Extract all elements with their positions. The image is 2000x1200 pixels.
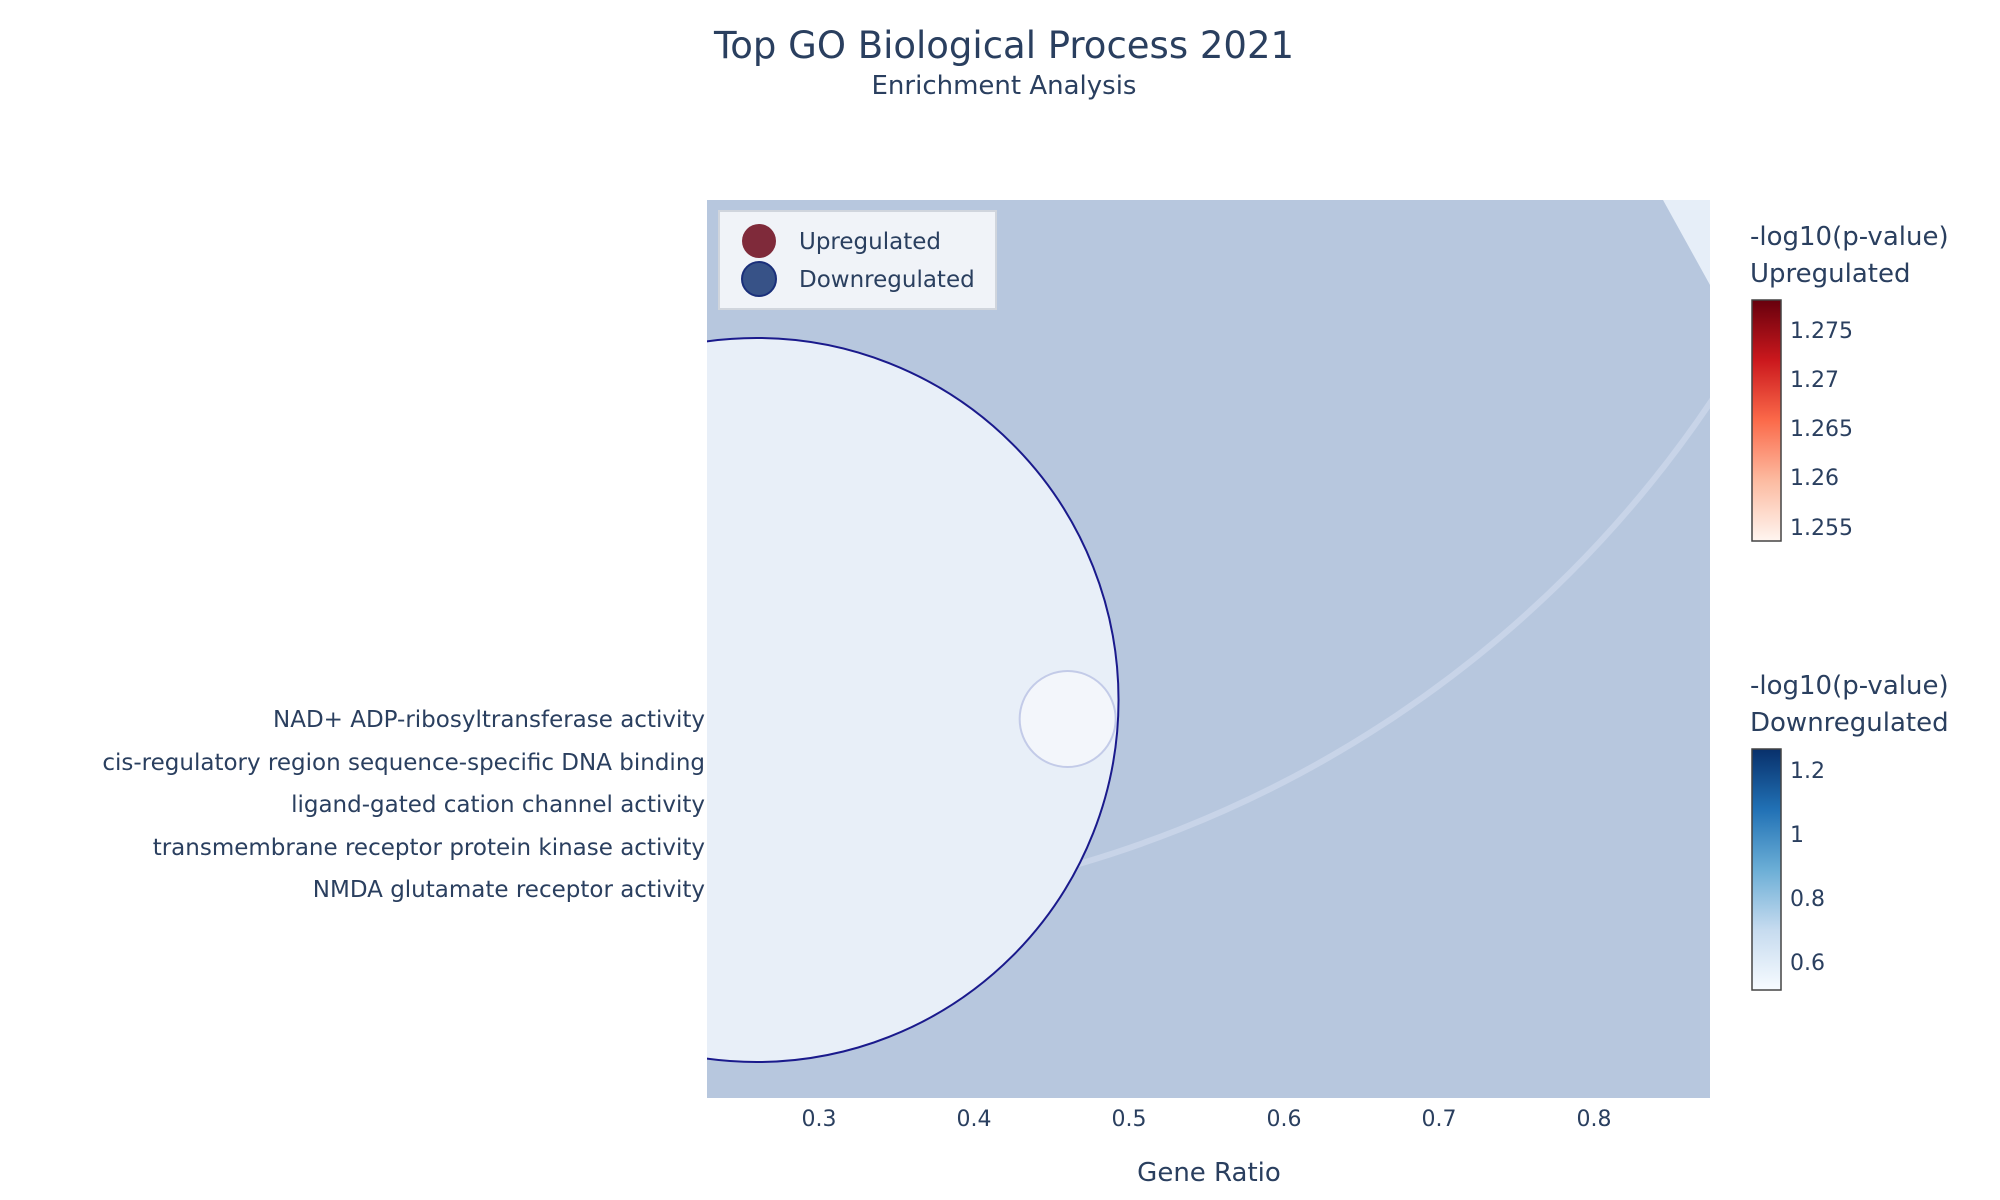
colorbar-title-line1: -log10(p-value) <box>1750 222 1949 252</box>
x-tick-label: 0.5 <box>1112 1107 1147 1132</box>
colorbar-tick: 1.255 <box>1790 516 1853 541</box>
legend-marker-downregulated <box>741 261 777 297</box>
colorbar-tick: 1.265 <box>1790 417 1853 442</box>
chart-subtitle: Enrichment Analysis <box>872 71 1137 101</box>
colorbar-title-line1: -log10(p-value) <box>1750 671 1949 701</box>
category-label: NMDA glutamate receptor activity <box>313 877 705 903</box>
colorbar-title-line2: Downregulated <box>1750 708 1949 738</box>
x-tick-label: 0.8 <box>1577 1107 1612 1132</box>
category-label: transmembrane receptor protein kinase ac… <box>153 835 705 861</box>
colorbar-scale <box>1751 748 1782 991</box>
colorbar-tick: 1.26 <box>1790 466 1839 491</box>
colorbar-tick: 1.27 <box>1790 368 1839 393</box>
category-label: cis-regulatory region sequence-specific … <box>102 750 705 776</box>
category-label: ligand-gated cation channel activity <box>291 792 705 818</box>
colorbar-tick: 1.2 <box>1790 759 1825 784</box>
legend-label-upregulated[interactable]: Upregulated <box>799 229 941 255</box>
colorbar-tick: 0.8 <box>1790 887 1825 912</box>
x-axis-title: Gene Ratio <box>1137 1158 1281 1188</box>
x-tick-label: 0.7 <box>1422 1107 1457 1132</box>
colorbar-downregulated: -log10(p-value) Downregulated 1.2 1 0.8 … <box>1750 671 1949 991</box>
x-axis-ticks: 0.3 0.4 0.5 0.6 0.7 0.8 <box>802 1107 1612 1132</box>
x-tick-label: 0.3 <box>802 1107 837 1132</box>
bubble-downregulated-nad[interactable] <box>1018 670 1117 768</box>
colorbar-tick: 1 <box>1790 823 1804 848</box>
legend-label-downregulated[interactable]: Downregulated <box>799 267 975 293</box>
colorbar-title-line2: Upregulated <box>1750 259 1910 289</box>
colorbar-tick: 1.275 <box>1790 319 1853 344</box>
bubbles <box>395 200 1710 1063</box>
colorbar-scale <box>1751 299 1782 542</box>
colorbar-upregulated: -log10(p-value) Upregulated 1.275 1.27 1… <box>1750 222 1949 542</box>
colorbar-tick: 0.6 <box>1790 951 1825 976</box>
legend-marker-upregulated <box>742 224 776 258</box>
bubble-edge-sliver <box>1663 200 1710 285</box>
x-tick-label: 0.6 <box>1267 1107 1302 1132</box>
category-label: NAD+ ADP-ribosyltransferase activity <box>273 707 705 733</box>
y-axis-labels: NAD+ ADP-ribosyltransferase activity cis… <box>102 707 705 903</box>
bubble-downregulated-cis-regulatory[interactable] <box>395 337 1120 1063</box>
legend: Upregulated Downregulated <box>718 210 997 310</box>
x-tick-label: 0.4 <box>957 1107 992 1132</box>
chart-title: Top GO Biological Process 2021 <box>713 24 1294 67</box>
